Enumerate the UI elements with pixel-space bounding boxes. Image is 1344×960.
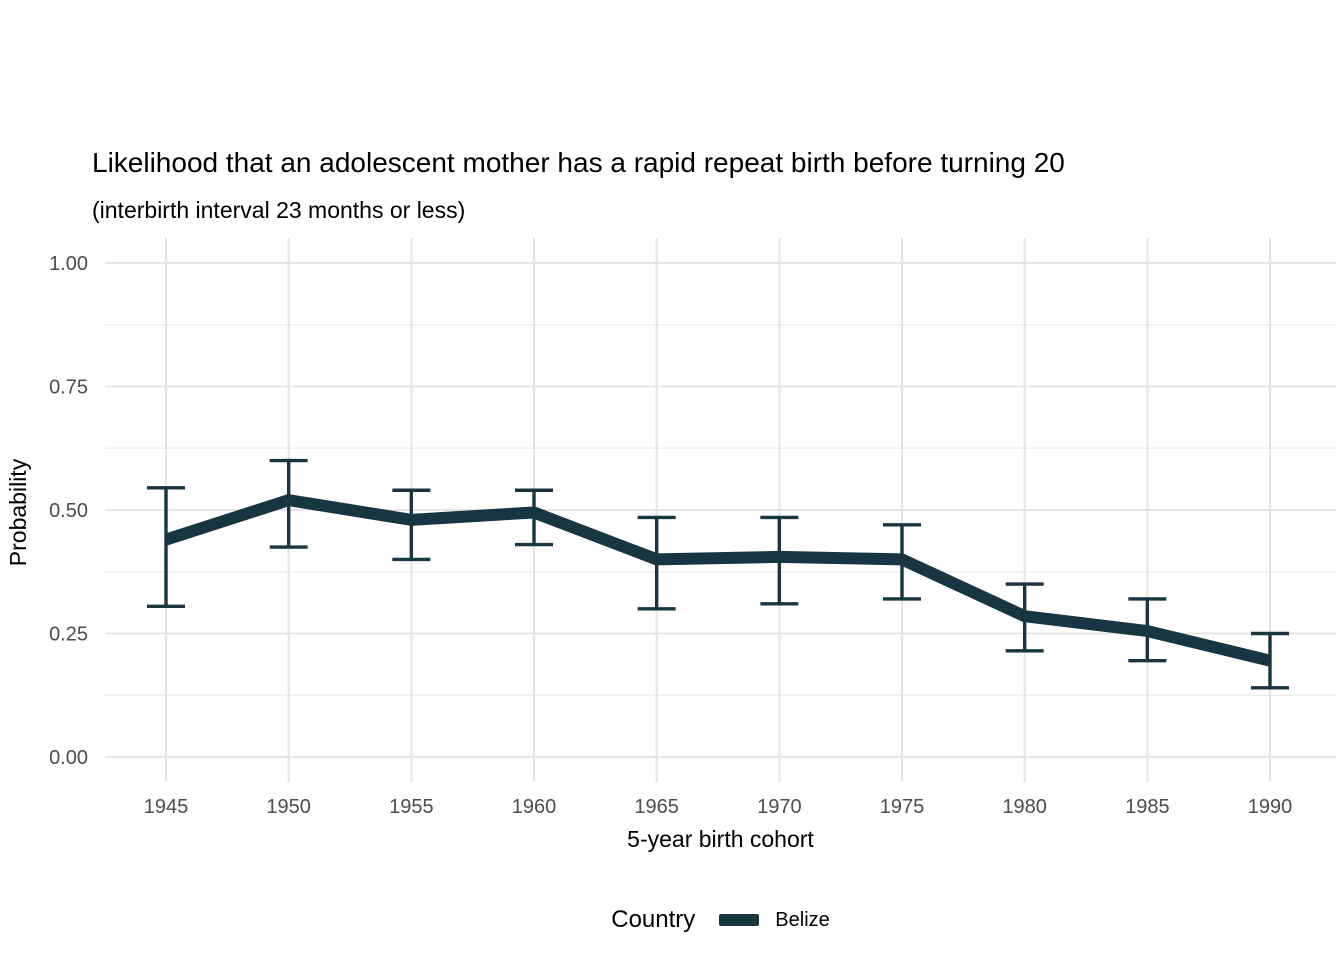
y-tick-label: 1.00 bbox=[49, 253, 88, 275]
legend-title: Country bbox=[611, 906, 696, 933]
y-tick-label: 0.00 bbox=[49, 747, 88, 769]
x-tick-label: 1955 bbox=[389, 796, 434, 818]
chart-subtitle: (interbirth interval 23 months or less) bbox=[92, 197, 466, 223]
x-tick-label: 1950 bbox=[266, 796, 311, 818]
y-axis-title: Probability bbox=[5, 458, 32, 567]
x-tick-label: 1975 bbox=[880, 796, 925, 818]
plot-area: 0.00 0.25 0.50 0.75 1.00 1945 1950 1955 1960 1965… bbox=[49, 238, 1336, 818]
x-tick-label: 1965 bbox=[634, 796, 679, 818]
x-tick-label: 1985 bbox=[1125, 796, 1170, 818]
legend: Country Belize bbox=[105, 903, 1336, 937]
x-tick-label: 1980 bbox=[1002, 796, 1047, 818]
legend-swatch-belize bbox=[719, 914, 760, 926]
legend-item-label-belize: Belize bbox=[775, 908, 830, 931]
data-line-belize bbox=[164, 494, 1272, 667]
x-tick-label: 1945 bbox=[144, 796, 189, 818]
y-tick-label: 0.75 bbox=[49, 377, 88, 399]
y-tick-label: 0.25 bbox=[49, 624, 88, 646]
x-tick-label: 1960 bbox=[512, 796, 557, 818]
x-tick-label: 1970 bbox=[757, 796, 802, 818]
x-tick-label: 1990 bbox=[1248, 796, 1293, 818]
chart-title: Likelihood that an adolescent mother has… bbox=[92, 147, 1065, 178]
x-axis-title: 5-year birth cohort bbox=[627, 826, 814, 852]
y-tick-label: 0.50 bbox=[49, 500, 88, 522]
